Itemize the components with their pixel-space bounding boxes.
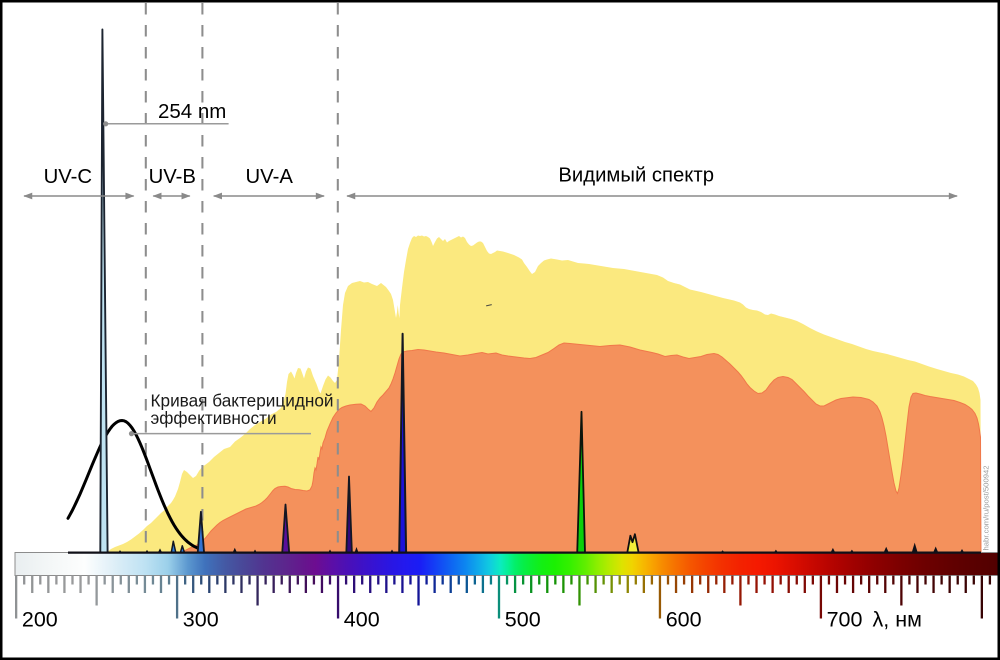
svg-text:UV-C: UV-C bbox=[44, 166, 92, 188]
svg-text:Кривая бактерицидной: Кривая бактерицидной bbox=[151, 390, 334, 410]
svg-text:эффективности: эффективности bbox=[151, 408, 277, 428]
svg-text:UV-A: UV-A bbox=[246, 166, 294, 188]
svg-text:UV-B: UV-B bbox=[149, 166, 196, 188]
svg-text:254 nm: 254 nm bbox=[158, 100, 226, 123]
svg-text:200: 200 bbox=[22, 608, 58, 632]
svg-text:500: 500 bbox=[505, 608, 541, 632]
svg-text:700: 700 bbox=[827, 608, 863, 632]
svg-text:300: 300 bbox=[183, 608, 219, 632]
svg-text:habr.com/ru/post/500942: habr.com/ru/post/500942 bbox=[982, 465, 991, 550]
svg-text:600: 600 bbox=[666, 608, 702, 632]
svg-text:400: 400 bbox=[344, 608, 380, 632]
svg-text:λ, нм: λ, нм bbox=[873, 608, 922, 632]
svg-text:Видимый спектр: Видимый спектр bbox=[558, 165, 714, 187]
